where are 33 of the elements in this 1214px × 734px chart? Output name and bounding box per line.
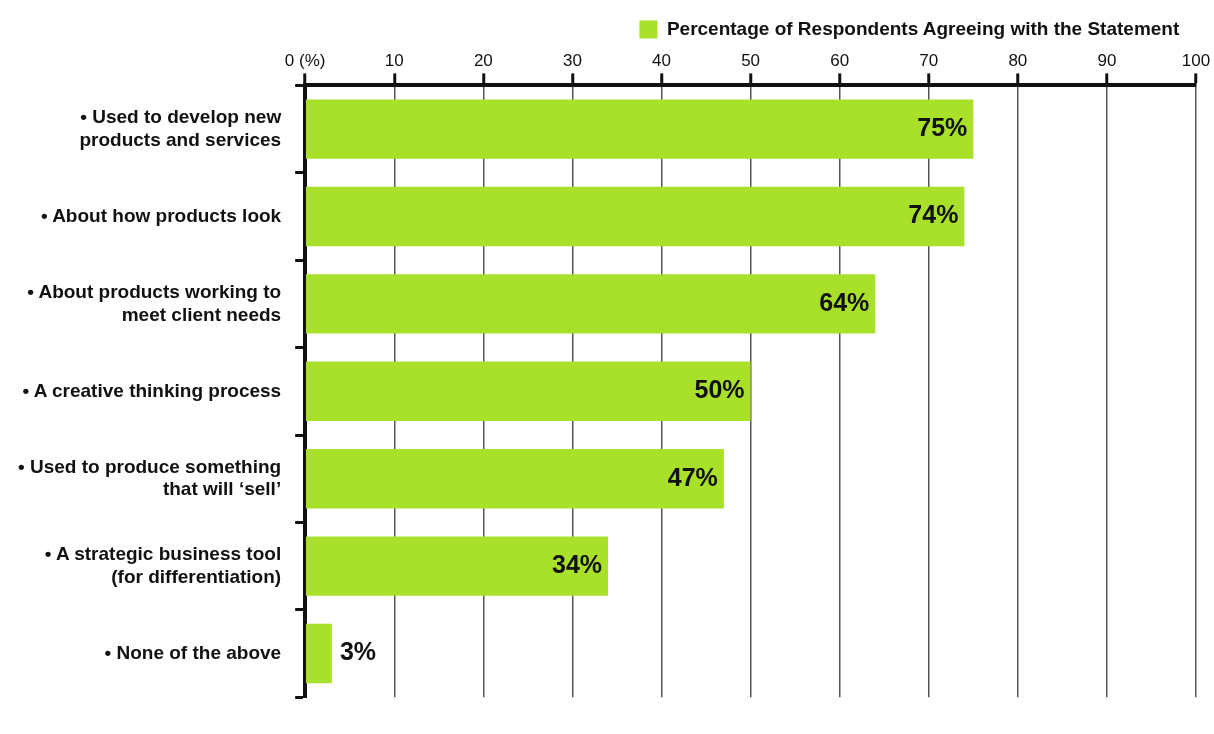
- x-tick-label: 100: [1181, 50, 1211, 70]
- x-tick-label: 60: [830, 50, 850, 70]
- bar: [305, 536, 609, 596]
- y-tick-label: • A strategic business tool (for differentiation): [44, 542, 282, 587]
- bar: [305, 361, 751, 422]
- data-label: 34%: [552, 549, 603, 578]
- legend-label: Percentage of Respondents Agreeing with the Statement: [666, 17, 1180, 39]
- y-tick-label: • About how products look: [40, 204, 282, 226]
- x-tick-label: 80: [1008, 50, 1028, 70]
- x-tick-label: 30: [562, 50, 582, 70]
- x-tick-label: 50: [741, 50, 761, 70]
- bar: [305, 99, 974, 159]
- data-label: 75%: [917, 112, 968, 141]
- y-tick-label: • Used to produce something that will ‘sell’: [18, 455, 282, 500]
- bar: [305, 448, 724, 509]
- data-label: 3%: [339, 637, 377, 666]
- x-tick-label: 90: [1097, 50, 1117, 70]
- data-label: 64%: [819, 287, 870, 316]
- bar: [305, 274, 876, 334]
- y-tick-label: • A creative thinking process: [22, 379, 282, 401]
- y-tick-label: • Used to develop new products and services: [79, 105, 282, 150]
- bar: [305, 623, 332, 684]
- x-tick-label: 70: [919, 50, 939, 70]
- y-tick-label: • None of the above: [104, 641, 282, 663]
- y-tick-label: • About products working to meet client needs: [27, 280, 282, 325]
- x-tick-label: 0 (%): [284, 50, 326, 70]
- x-tick-label: 20: [473, 50, 493, 70]
- data-label: 74%: [908, 200, 959, 229]
- data-label: 50%: [694, 375, 745, 404]
- x-tick-label: 10: [384, 50, 404, 70]
- bar: [305, 186, 965, 247]
- x-tick-label: 40: [652, 50, 671, 70]
- data-label: 47%: [667, 462, 718, 491]
